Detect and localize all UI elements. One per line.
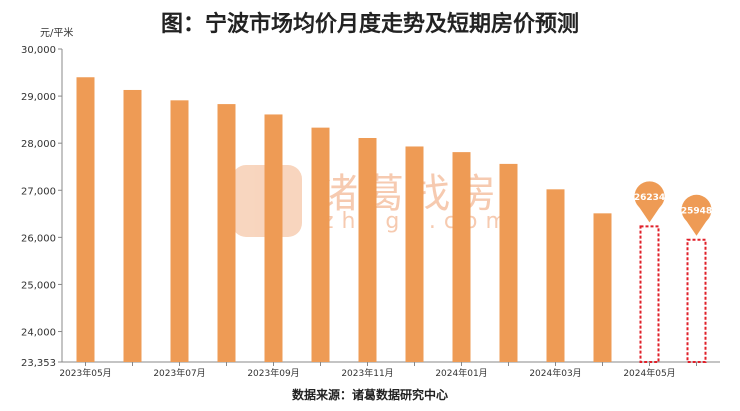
- bar: [264, 114, 283, 363]
- bar: [217, 104, 236, 362]
- forecast-bubble: [681, 194, 712, 225]
- bar: [546, 189, 565, 362]
- bar: [76, 77, 95, 362]
- data-source: 数据来源：诸葛数据研究中心: [291, 388, 448, 402]
- x-tick-label: 2023年07月: [153, 367, 205, 379]
- y-tick-label: 30,000: [21, 45, 56, 56]
- bar: [123, 89, 142, 363]
- forecast-bubble-pointer: [686, 220, 707, 236]
- forecast-bar: [686, 238, 707, 363]
- forecast-value-label: 26234: [634, 193, 665, 203]
- forecast-value-label: 25948: [681, 206, 712, 216]
- x-tick-label: 2023年11月: [341, 367, 393, 379]
- y-tick-label: 24,000: [21, 328, 56, 339]
- y-tick-label: 28,000: [21, 139, 56, 150]
- x-tick-label: 2024年05月: [623, 367, 675, 379]
- x-tick-label: 2024年01月: [435, 367, 487, 379]
- y-tick-label: 23,353: [21, 358, 56, 369]
- bar: [593, 213, 612, 362]
- bar: [405, 146, 424, 362]
- y-tick-label: 27,000: [21, 186, 56, 197]
- bar: [358, 137, 377, 362]
- bar: [499, 163, 518, 362]
- x-tick-label: 2024年03月: [529, 367, 581, 379]
- bar: [452, 152, 471, 362]
- y-tick-label: 26,000: [21, 233, 56, 244]
- x-tick-label: 2023年05月: [59, 367, 111, 379]
- forecast-bubble: [634, 181, 665, 212]
- bar: [311, 127, 330, 362]
- bar: [170, 100, 189, 363]
- y-tick-label: 25,000: [21, 280, 56, 291]
- x-tick-label: 2023年09月: [247, 367, 299, 379]
- y-axis-label: 元/平米: [40, 26, 73, 39]
- forecast-bar: [639, 225, 660, 363]
- chart-title: 图：宁波市场均价月度走势及短期房价预测: [160, 12, 579, 37]
- y-tick-label: 29,000: [21, 92, 56, 103]
- forecast-bubble-pointer: [639, 206, 660, 223]
